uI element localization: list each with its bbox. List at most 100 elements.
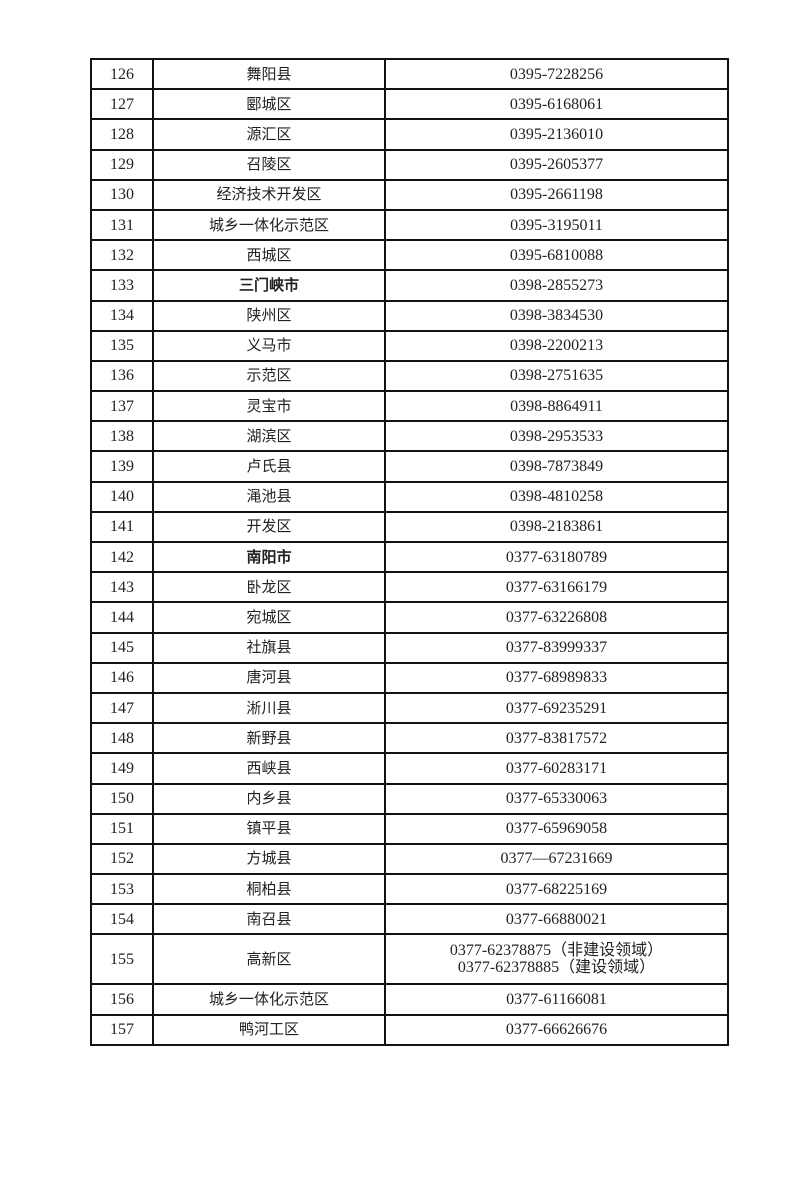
phone-cell: 0395-6810088 (384, 239, 729, 272)
row-number: 128 (90, 118, 154, 151)
row-number: 157 (90, 1013, 154, 1046)
contact-table: 126 舞阳县 0395-7228256 127 郾城区 0395-6168061 128 源… (90, 57, 729, 1046)
table-row: 155 高新区 0377-62378875（非建设领域） 0377-62378885（… (90, 933, 729, 986)
table-row: 153 桐柏县 0377-68225169 (90, 873, 729, 906)
table-row: 148 新野县 0377-83817572 (90, 722, 729, 755)
phone-cell: 0377-66880021 (384, 903, 729, 936)
phone-cell: 0398-7873849 (384, 450, 729, 483)
phone-cell: 0377-65330063 (384, 782, 729, 815)
row-number: 153 (90, 873, 154, 906)
phone-cell: 0395-2136010 (384, 118, 729, 151)
table-body: 126 舞阳县 0395-7228256 127 郾城区 0395-6168061 128 源… (90, 57, 729, 1046)
region-name: 方城县 (152, 842, 386, 876)
phone-cell: 0377-66626676 (384, 1013, 729, 1046)
region-name: 唐河县 (152, 661, 386, 694)
table-row: 141 开发区 0398-2183861 (90, 510, 729, 544)
phone-number: 0398-2855273 (509, 276, 604, 294)
table-row: 139 卢氏县 0398-7873849 (90, 450, 729, 483)
phone-cell: 0398-2751635 (384, 359, 729, 393)
phone-number: 0377-63226808 (505, 608, 608, 626)
phone-cell: 0377-65969058 (384, 812, 729, 845)
table-row: 147 淅川县 0377-69235291 (90, 691, 729, 725)
row-number: 143 (90, 571, 154, 604)
row-number: 147 (90, 691, 154, 725)
table-row: 132 西城区 0395-6810088 (90, 239, 729, 272)
table-row: 152 方城县 0377—67231669 (90, 842, 729, 876)
region-name: 示范区 (152, 359, 386, 393)
table-row: 133 三门峡市 0398-2855273 (90, 269, 729, 302)
phone-number: 0377-65330063 (505, 790, 608, 808)
region-name: 卢氏县 (152, 450, 386, 483)
region-name: 高新区 (152, 933, 386, 986)
row-number: 148 (90, 722, 154, 755)
phone-number: 0398-7873849 (509, 458, 604, 476)
phone-cell: 0377-63226808 (384, 601, 729, 634)
row-number: 138 (90, 420, 154, 453)
phone-cell: 0377-83999337 (384, 631, 729, 664)
table-row: 156 城乡一体化示范区 0377-61166081 (90, 983, 729, 1016)
table-row: 134 陕州区 0398-3834530 (90, 299, 729, 332)
phone-number: 0398-8864911 (510, 397, 603, 415)
phone-cell: 0398-4810258 (384, 480, 729, 513)
table-row: 151 镇平县 0377-65969058 (90, 812, 729, 845)
phone-cell: 0395-7228256 (384, 57, 729, 91)
phone-cell: 0398-8864911 (384, 390, 729, 423)
region-name: 宛城区 (152, 601, 386, 634)
phone-cell: 0398-3834530 (384, 299, 729, 332)
region-name: 三门峡市 (152, 269, 386, 302)
table-row: 136 示范区 0398-2751635 (90, 359, 729, 393)
region-name: 鸭河工区 (152, 1013, 386, 1046)
phone-number: 0377-68225169 (505, 880, 608, 898)
region-name: 经济技术开发区 (152, 178, 386, 211)
table-row: 157 鸭河工区 0377-66626676 (90, 1013, 729, 1046)
phone-number: 0395-2136010 (509, 125, 604, 143)
region-name: 社旗县 (152, 631, 386, 664)
region-name: 陕州区 (152, 299, 386, 332)
row-number: 126 (90, 57, 154, 91)
table-row: 127 郾城区 0395-6168061 (90, 88, 729, 121)
region-name: 新野县 (152, 722, 386, 755)
phone-number: 0398-2200213 (509, 337, 604, 355)
phone-number: 0377-83999337 (505, 639, 608, 657)
phone-number: 0398-4810258 (509, 488, 604, 506)
row-number: 141 (90, 510, 154, 544)
table-row: 145 社旗县 0377-83999337 (90, 631, 729, 664)
phone-cell: 0398-2855273 (384, 269, 729, 302)
row-number: 133 (90, 269, 154, 302)
phone-cell: 0398-2953533 (384, 420, 729, 453)
row-number: 154 (90, 903, 154, 936)
region-name: 义马市 (152, 329, 386, 362)
row-number: 135 (90, 329, 154, 362)
row-number: 129 (90, 148, 154, 181)
table-row: 142 南阳市 0377-63180789 (90, 540, 729, 574)
table-row: 144 宛城区 0377-63226808 (90, 601, 729, 634)
phone-number: 0377-65969058 (505, 820, 608, 838)
phone-number: 0377-60283171 (505, 759, 608, 777)
phone-cell: 0395-2605377 (384, 148, 729, 181)
phone-cell: 0395-6168061 (384, 88, 729, 121)
table-row: 130 经济技术开发区 0395-2661198 (90, 178, 729, 211)
phone-number: 0398-3834530 (509, 307, 604, 325)
region-name: 城乡一体化示范区 (152, 983, 386, 1016)
row-number: 146 (90, 661, 154, 694)
row-number: 142 (90, 540, 154, 574)
table-row: 146 唐河县 0377-68989833 (90, 661, 729, 694)
phone-cell: 0377—67231669 (384, 842, 729, 876)
phone-cell: 0377-61166081 (384, 983, 729, 1016)
region-name: 城乡一体化示范区 (152, 208, 386, 242)
row-number: 137 (90, 390, 154, 423)
phone-number: 0377-69235291 (505, 699, 608, 717)
phone-number: 0395-3195011 (510, 216, 603, 234)
region-name: 南阳市 (152, 540, 386, 574)
table-row: 126 舞阳县 0395-7228256 (90, 57, 729, 91)
region-name: 渑池县 (152, 480, 386, 513)
phone-number: 0377-62378875（非建设领域） (449, 942, 664, 960)
region-name: 桐柏县 (152, 873, 386, 906)
phone-number: 0398-2751635 (509, 367, 604, 385)
phone-number: 0395-2661198 (510, 186, 603, 204)
region-name: 内乡县 (152, 782, 386, 815)
phone-cell: 0377-62378875（非建设领域） 0377-62378885（建设领域） (384, 933, 729, 986)
row-number: 150 (90, 782, 154, 815)
phone-number: 0395-6168061 (509, 95, 604, 113)
table-row: 150 内乡县 0377-65330063 (90, 782, 729, 815)
